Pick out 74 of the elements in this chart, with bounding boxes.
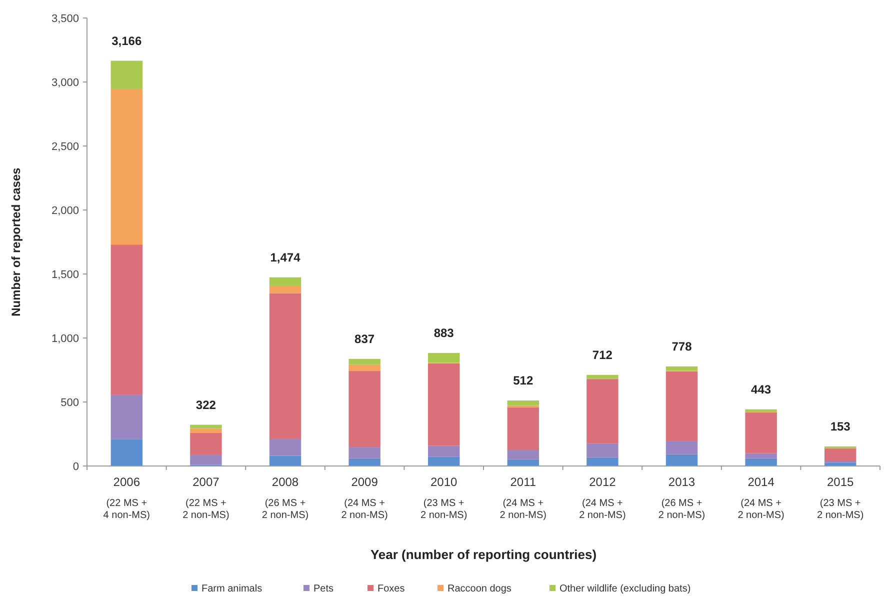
x-tick-label: 2014 (24 MS + 2 non-MS) xyxy=(738,475,784,521)
bar xyxy=(269,293,302,438)
bar xyxy=(428,446,460,457)
bar xyxy=(745,453,777,458)
y-tick-label: 1,500 xyxy=(51,268,79,281)
bar xyxy=(110,439,143,466)
bar xyxy=(190,454,222,465)
x-tick-label: 2015 (23 MS + 2 non-MS) xyxy=(817,475,864,521)
legend-label: Pets xyxy=(314,584,334,594)
legend-label: Foxes xyxy=(378,584,405,594)
x-tick-label: 2009 (24 MS + 2 non-MS) xyxy=(341,475,388,521)
y-axis-title: Number of reported cases xyxy=(9,167,23,316)
bar xyxy=(110,89,143,245)
x-axis-title: Year (number of reporting countries) xyxy=(370,547,597,562)
x-tick-label: 2010 (23 MS + 2 non-MS) xyxy=(420,475,468,521)
bar xyxy=(586,457,618,466)
x-tick-label: 2011 (24 MS + 2 non-MS) xyxy=(500,475,546,521)
bar xyxy=(507,450,540,460)
bar xyxy=(586,374,618,378)
y-tick-label: 2,500 xyxy=(51,140,79,153)
total-label: 837 xyxy=(354,332,375,346)
bar xyxy=(348,458,380,466)
total-label: 1,474 xyxy=(270,250,301,264)
bar xyxy=(666,366,698,371)
bar xyxy=(348,447,380,458)
bar xyxy=(507,400,540,406)
bar xyxy=(507,407,540,450)
y-tick-label: 0 xyxy=(72,460,79,473)
bar xyxy=(348,358,380,364)
bar xyxy=(269,277,302,286)
bar xyxy=(269,456,302,466)
bar xyxy=(348,364,380,372)
x-tick-label: 2012 (24 MS + 2 non-MS) xyxy=(579,475,626,521)
bar xyxy=(348,371,380,448)
bar xyxy=(269,438,302,456)
bar xyxy=(110,244,143,395)
bar xyxy=(190,428,222,433)
y-tick-label: 2,000 xyxy=(51,204,79,217)
bar xyxy=(269,286,302,294)
y-tick-label: 500 xyxy=(60,396,79,409)
total-label: 3,166 xyxy=(112,34,142,48)
y-tick-label: 1,000 xyxy=(51,332,79,345)
bar xyxy=(666,371,698,442)
bar xyxy=(586,379,618,444)
x-tick-label: 2013 (26 MS + 2 non-MS) xyxy=(658,475,706,521)
total-label: 322 xyxy=(196,398,216,412)
bar xyxy=(428,456,460,466)
y-tick-label: 3,500 xyxy=(51,12,79,25)
bar xyxy=(190,432,222,454)
bar xyxy=(745,412,777,454)
x-tick-label: 2007 (22 MS + 2 non-MS) xyxy=(182,475,230,521)
bar xyxy=(110,394,143,440)
bar xyxy=(428,352,460,363)
bar xyxy=(745,409,777,412)
x-tick-label: 2008 (26 MS + 2 non-MS) xyxy=(262,475,309,521)
total-label: 443 xyxy=(751,382,772,396)
bar xyxy=(745,458,777,466)
total-label: 778 xyxy=(672,339,692,354)
y-tick-label: 3,000 xyxy=(51,76,79,89)
bar xyxy=(428,363,460,446)
bar xyxy=(824,462,856,466)
total-label: 512 xyxy=(513,373,534,388)
bar xyxy=(110,60,143,90)
bar xyxy=(666,441,698,454)
legend-label: Farm animals xyxy=(202,584,262,594)
total-label: 712 xyxy=(592,348,613,362)
bar xyxy=(586,443,618,458)
total-label: 153 xyxy=(830,419,851,434)
bar xyxy=(824,448,856,462)
total-label: 883 xyxy=(434,326,454,340)
legend-label: Raccoon dogs xyxy=(448,584,512,594)
x-tick-label: 2006 (22 MS + 4 non-MS) xyxy=(103,475,150,521)
bar xyxy=(666,454,698,466)
legend-label: Other wildlife (excluding bats) xyxy=(560,584,691,594)
